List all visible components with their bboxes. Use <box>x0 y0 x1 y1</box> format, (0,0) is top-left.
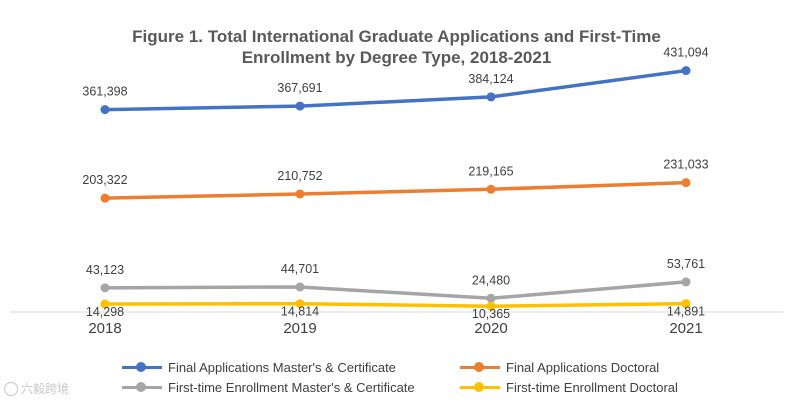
legend-swatch-icon <box>120 380 164 394</box>
data-label: 14,891 <box>667 305 705 319</box>
data-label: 24,480 <box>472 273 510 287</box>
data-point <box>486 184 496 194</box>
data-label: 10,365 <box>472 307 510 321</box>
x-tick-label: 2020 <box>474 320 507 337</box>
data-label: 14,814 <box>281 305 319 319</box>
x-tick-label: 2021 <box>669 320 702 337</box>
chart-title-line-2: Enrollment by Degree Type, 2018-2021 <box>241 48 552 67</box>
legend-item-apps-doctoral: Final Applications Doctoral <box>458 359 758 375</box>
chart-title: Figure 1. Total International Graduate A… <box>0 26 793 68</box>
data-label: 361,398 <box>82 85 127 99</box>
data-label: 219,165 <box>468 164 513 178</box>
legend-swatch-icon <box>458 380 502 394</box>
data-label: 14,298 <box>86 305 124 319</box>
data-label: 367,691 <box>277 81 322 95</box>
series-line <box>104 68 687 112</box>
data-point <box>681 277 691 287</box>
data-point <box>486 301 496 311</box>
legend-label: Final Applications Master's & Certificat… <box>168 359 396 375</box>
legend-item-enroll-doctoral: First-time Enrollment Doctoral <box>458 379 758 395</box>
data-label: 53,761 <box>667 257 705 271</box>
x-tick-label: 2018 <box>88 320 121 337</box>
data-point <box>295 101 305 111</box>
data-point <box>100 193 110 203</box>
data-point <box>100 105 110 115</box>
legend-label: First-time Enrollment Master's & Certifi… <box>168 379 415 395</box>
data-label: 203,322 <box>82 173 127 187</box>
chart-title-line-1: Figure 1. Total International Graduate A… <box>132 27 661 46</box>
legend-item-enroll-masters: First-time Enrollment Master's & Certifi… <box>120 379 458 395</box>
watermark-logo-icon <box>4 381 18 396</box>
legend-label: First-time Enrollment Doctoral <box>506 379 678 395</box>
watermark-text: 六毅跨境 <box>21 382 70 396</box>
data-point <box>100 299 110 309</box>
data-point <box>681 178 691 188</box>
data-label: 231,033 <box>663 158 708 172</box>
data-point <box>681 66 691 76</box>
series-line <box>104 180 687 200</box>
legend-swatch-icon <box>120 360 164 374</box>
data-point <box>295 299 305 309</box>
data-point <box>486 293 496 303</box>
data-point <box>295 282 305 292</box>
data-point <box>100 283 110 293</box>
x-tick-label: 2019 <box>283 320 316 337</box>
series-line <box>104 301 687 308</box>
legend-swatch-icon <box>458 360 502 374</box>
legend-label: Final Applications Doctoral <box>506 359 660 375</box>
watermark: 六毅跨境 <box>4 380 69 397</box>
data-label: 43,123 <box>86 263 124 277</box>
data-label: 384,124 <box>468 72 513 86</box>
data-point <box>681 299 691 309</box>
data-label: 210,752 <box>277 169 322 183</box>
data-label: 431,094 <box>663 46 708 60</box>
series-line <box>104 280 687 301</box>
data-point <box>486 92 496 102</box>
data-label: 44,701 <box>281 262 319 276</box>
data-point <box>295 189 305 199</box>
legend-item-apps-masters: Final Applications Master's & Certificat… <box>120 359 458 375</box>
chart-legend: Final Applications Master's & Certificat… <box>120 359 760 395</box>
